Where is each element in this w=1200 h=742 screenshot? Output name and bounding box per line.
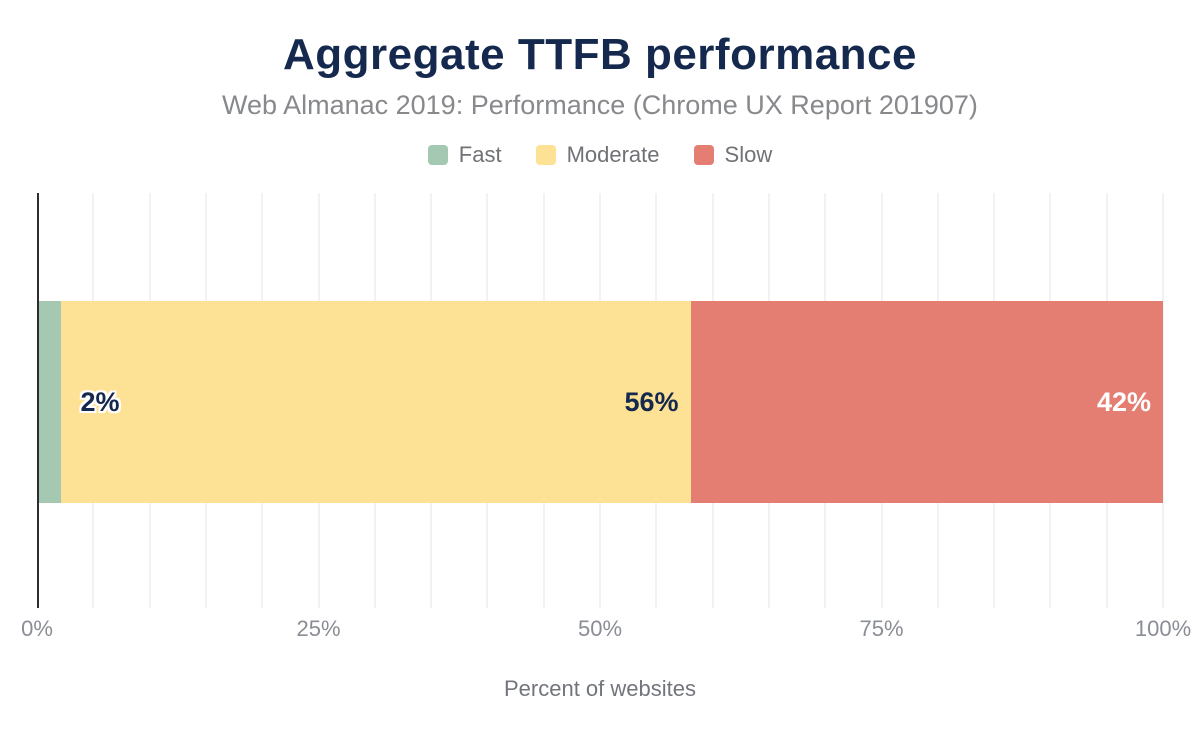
bar-segment-fast xyxy=(38,301,61,503)
legend-swatch-slow xyxy=(693,145,714,165)
x-axis-title: Percent of websites xyxy=(504,676,696,701)
x-tick-label: 100% xyxy=(1134,616,1192,641)
stacked-bar: 2% 56% 42% xyxy=(38,301,1163,503)
data-label-slow: 42% xyxy=(1096,386,1151,417)
legend-item-fast[interactable]: Fast xyxy=(427,142,502,168)
x-tick-label: 0% xyxy=(21,616,53,641)
legend-swatch-fast xyxy=(427,145,448,165)
plot-area: 2% 56% 42% xyxy=(37,193,1164,608)
legend-item-moderate[interactable]: Moderate xyxy=(535,142,660,168)
legend-item-slow[interactable]: Slow xyxy=(693,142,773,168)
x-axis-tick-labels: 0% 25% 50% 75% 100% xyxy=(21,616,1191,644)
legend-label: Slow xyxy=(724,142,773,167)
data-label-moderate: 56% xyxy=(624,386,679,417)
legend-swatch-moderate xyxy=(535,145,556,165)
x-tick-label: 75% xyxy=(859,616,904,641)
data-label-fast: 2% xyxy=(80,386,120,417)
chart-title: Aggregate TTFB performance xyxy=(283,30,917,79)
legend: Fast Moderate Slow xyxy=(0,142,1200,168)
y-axis-line xyxy=(37,193,39,608)
bar-segment-slow xyxy=(690,301,1163,503)
x-tick-label: 50% xyxy=(577,616,623,641)
x-tick-label: 25% xyxy=(296,616,341,641)
bar-segment-moderate xyxy=(60,301,691,503)
chart-subtitle: Web Almanac 2019: Performance (Chrome UX… xyxy=(222,90,978,120)
legend-label: Moderate xyxy=(566,142,660,167)
gridline xyxy=(1162,193,1164,608)
legend-label: Fast xyxy=(458,142,502,167)
